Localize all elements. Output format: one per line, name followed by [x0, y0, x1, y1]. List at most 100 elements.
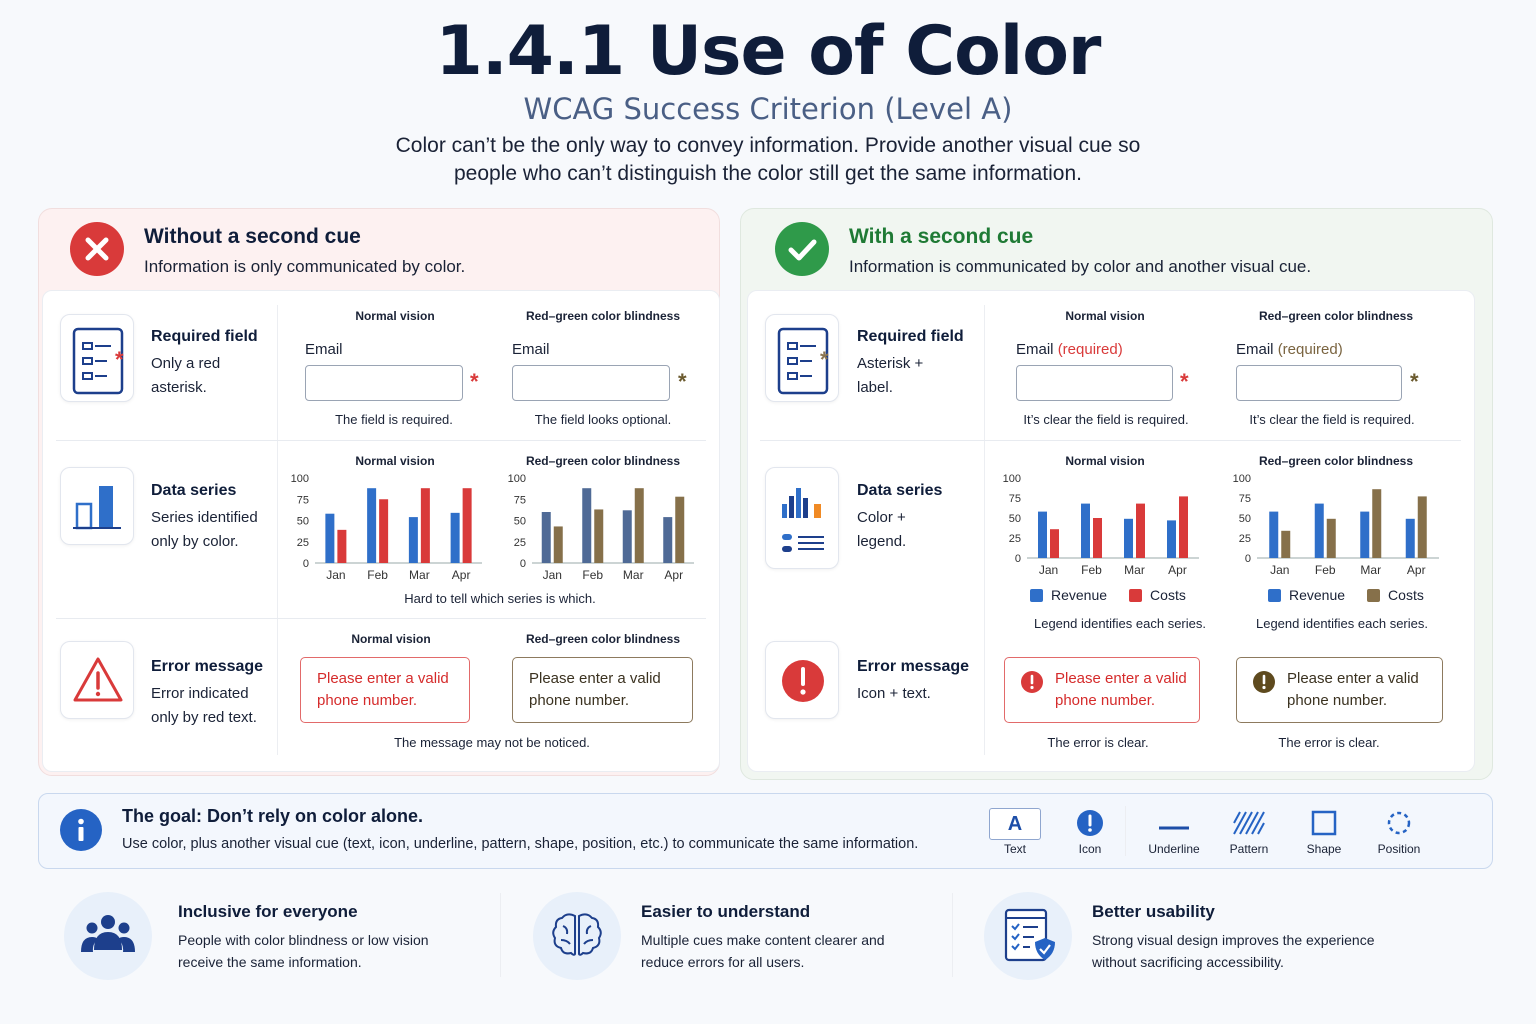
- row-title: Error message: [151, 658, 264, 675]
- email-field[interactable]: [1016, 365, 1173, 401]
- row-title: Required field: [151, 328, 258, 345]
- bar-chart: 0 25 50 75 100 Jan Feb Mar Apr: [1003, 473, 1199, 577]
- x-tick-label: Jan: [1270, 563, 1289, 577]
- dotted-circle-icon: [1387, 811, 1411, 835]
- error-message: Please enter a valid phone number.: [1004, 657, 1200, 723]
- row-description: Color + legend.: [857, 509, 907, 550]
- y-tick-label: 25: [297, 537, 309, 549]
- with-divider: [984, 305, 985, 755]
- cue-pattern: Pattern: [1219, 808, 1279, 856]
- bar: [1124, 518, 1133, 558]
- cue-underline: Underline: [1144, 808, 1204, 856]
- row-description: Error indicated only by red text.: [151, 685, 257, 726]
- caption: Hard to tell which series is which.: [404, 591, 596, 606]
- cue-label: Pattern: [1229, 842, 1269, 856]
- bar: [1326, 518, 1336, 558]
- cue-label: Text: [1003, 842, 1026, 856]
- legend-swatch: [1129, 588, 1143, 602]
- column-heading: Red–green color blindness: [1258, 454, 1414, 468]
- underline-icon: [1159, 826, 1189, 830]
- bar: [1372, 489, 1382, 558]
- column-heading: Normal vision: [1065, 309, 1145, 323]
- label-text: Email: [1016, 341, 1054, 358]
- email-label: Email: [512, 341, 550, 358]
- letter-a-icon: A: [989, 808, 1041, 840]
- row-title: Error message: [857, 658, 970, 675]
- email-field[interactable]: [512, 365, 670, 401]
- bar: [337, 529, 347, 563]
- column-heading: Normal vision: [351, 632, 431, 646]
- asterisk: *: [678, 369, 687, 394]
- asterisk: *: [470, 369, 479, 394]
- form-icon: *: [765, 314, 839, 402]
- row-description: Only a red asterisk.: [151, 355, 221, 396]
- benefit-description: Strong visual design improves the experi…: [1092, 932, 1375, 970]
- caption: The error is clear.: [1278, 735, 1380, 750]
- error-message: Please enter a valid phone number.: [1236, 657, 1443, 723]
- bar: [1093, 518, 1102, 558]
- y-tick-label: 75: [1009, 493, 1021, 505]
- row-title: Required field: [857, 328, 964, 345]
- email-field[interactable]: [1236, 365, 1402, 401]
- bar: [1269, 511, 1279, 558]
- square-icon: [1311, 810, 1337, 836]
- row-description: Icon + text.: [857, 685, 931, 702]
- warning-icon: [60, 641, 134, 719]
- y-tick-label: 0: [1015, 553, 1021, 565]
- error-text: Please enter a valid phone number.: [1287, 670, 1419, 709]
- alert-icon: [1253, 671, 1275, 693]
- benefit-divider: [500, 893, 501, 977]
- y-tick-label: 75: [514, 494, 526, 506]
- chart-legend-icon: [765, 467, 839, 569]
- email-field[interactable]: [305, 365, 463, 401]
- check-circle-icon: [775, 222, 829, 276]
- bar: [462, 488, 472, 563]
- bar: [553, 526, 563, 563]
- x-tick-label: Mar: [623, 568, 644, 582]
- bar: [594, 509, 604, 563]
- label-text: Email: [1236, 341, 1274, 358]
- x-tick-label: Jan: [1039, 563, 1058, 577]
- y-tick-label: 100: [1233, 473, 1251, 485]
- goal-description: Use color, plus another visual cue (text…: [122, 836, 919, 852]
- y-tick-label: 50: [1009, 513, 1021, 525]
- chart-with-rg: 0 25 50 75 100 Jan Feb Mar Apr: [1225, 470, 1445, 580]
- required-text: (required): [1277, 341, 1343, 358]
- chart-without-normal: 0 25 50 75 100 Jan Feb Mar Apr: [283, 470, 488, 585]
- error-icon: [765, 641, 839, 719]
- goal-title: The goal: Don’t rely on color alone.: [122, 806, 424, 826]
- legend-swatch: [1367, 588, 1381, 602]
- chart-without-rg: 0 25 50 75 100 Jan Feb Mar Apr: [500, 470, 700, 585]
- benefit-description: People with color blindness or low visio…: [178, 932, 429, 970]
- error-text: Please enter a valid phone number.: [317, 670, 449, 709]
- legend-swatch: [1268, 588, 1281, 602]
- caption: The field is required.: [335, 412, 453, 427]
- svg-text:*: *: [820, 347, 829, 372]
- asterisk: *: [1180, 369, 1189, 394]
- exclamation-icon: [1077, 810, 1103, 836]
- required-text: (required): [1057, 341, 1123, 358]
- bar: [582, 488, 592, 563]
- row-divider: [56, 440, 706, 441]
- bar: [1038, 511, 1047, 558]
- page-description: Color can’t be the only way to convey in…: [395, 134, 1141, 185]
- y-tick-label: 0: [303, 558, 309, 570]
- caption: It’s clear the field is required.: [1023, 412, 1189, 427]
- bar: [1050, 529, 1059, 558]
- row-divider: [56, 618, 706, 619]
- goal-divider: [1125, 806, 1126, 856]
- y-tick-label: 0: [1245, 553, 1251, 565]
- y-tick-label: 50: [514, 516, 526, 528]
- y-tick-label: 50: [297, 516, 309, 528]
- caption: The message may not be noticed.: [394, 735, 590, 750]
- cue-text: A Text: [985, 808, 1045, 856]
- benefit-divider: [952, 893, 953, 977]
- bar-chart: 0 25 50 75 100 Jan Feb Mar Apr: [1233, 473, 1439, 577]
- without-divider: [277, 305, 278, 755]
- cue-label: Icon: [1078, 842, 1102, 856]
- caption: It’s clear the field is required.: [1249, 412, 1415, 427]
- cue-label: Position: [1377, 842, 1421, 856]
- bar: [541, 512, 551, 563]
- email-label: Email (required): [1236, 341, 1343, 358]
- x-tick-label: Mar: [1360, 563, 1381, 577]
